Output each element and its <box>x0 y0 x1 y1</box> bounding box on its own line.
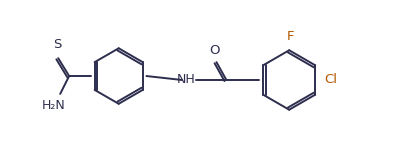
Text: NH: NH <box>176 73 195 85</box>
Text: H₂N: H₂N <box>41 99 65 112</box>
Text: F: F <box>286 30 294 43</box>
Text: O: O <box>209 44 220 57</box>
Text: S: S <box>53 38 61 51</box>
Text: Cl: Cl <box>324 73 337 85</box>
